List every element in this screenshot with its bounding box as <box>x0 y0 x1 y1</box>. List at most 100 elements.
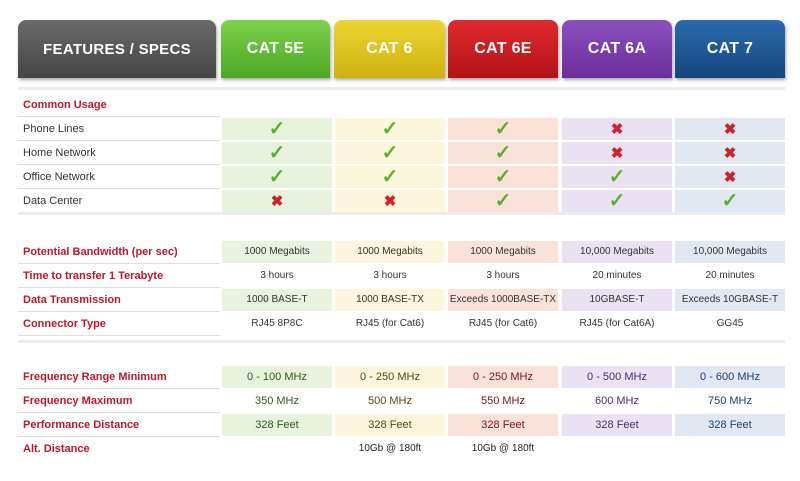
usage-cell-cat6e: ✓ <box>448 118 558 140</box>
check-icon: ✓ <box>381 118 399 140</box>
usage-cell-cat7: ✖ <box>675 166 785 188</box>
row-label: Home Network <box>23 147 96 159</box>
usage-cell-cat6: ✖ <box>335 190 445 212</box>
usage-cell-cat6a: ✖ <box>562 142 672 164</box>
cross-icon: ✖ <box>383 192 397 210</box>
spec-cell-cat6a: 10GBASE-T <box>562 289 672 311</box>
usage-cell-cat6e: ✓ <box>448 190 558 212</box>
header-cat6e: CAT 6E <box>448 20 558 78</box>
spec-cell-cat6e: RJ45 (for Cat6) <box>468 318 538 329</box>
spec-cell-cat6: 1000 BASE-TX <box>335 289 445 311</box>
spec-cell-cat5e: 3 hours <box>260 270 294 281</box>
spec-cell-cat6e: 1000 Megabits <box>448 241 558 263</box>
freq-cell-cat6a: 600 MHz <box>594 395 640 407</box>
header-cat6: CAT 6 <box>334 20 445 78</box>
section-divider <box>18 87 785 90</box>
row-divider <box>18 436 220 437</box>
cross-icon: ✖ <box>610 144 624 162</box>
usage-cell-cat6a: ✓ <box>562 190 672 212</box>
freq-label: Frequency Range Minimum <box>23 371 167 383</box>
check-icon: ✓ <box>608 190 626 212</box>
freq-label: Performance Distance <box>23 419 140 431</box>
usage-cell-cat5e: ✖ <box>222 190 332 212</box>
spec-label: Potential Bandwidth (per sec) <box>23 246 178 258</box>
spec-cell-cat6: 1000 Megabits <box>335 241 445 263</box>
row-label: Phone Lines <box>23 123 85 135</box>
freq-label: Frequency Maximum <box>23 395 133 407</box>
check-icon: ✓ <box>494 166 512 188</box>
usage-cell-cat6e: ✓ <box>448 166 558 188</box>
freq-cell-cat6: 500 MHz <box>367 395 413 407</box>
cross-icon: ✖ <box>723 144 737 162</box>
row-divider <box>18 263 220 264</box>
freq-cell-cat6a: 328 Feet <box>562 414 672 436</box>
spec-cell-cat5e: 1000 BASE-T <box>222 289 332 311</box>
header-cat7: CAT 7 <box>675 20 785 78</box>
usage-cell-cat6a: ✖ <box>562 118 672 140</box>
header-cat5e: CAT 5E <box>221 20 330 78</box>
usage-cell-cat6a: ✓ <box>562 166 672 188</box>
cross-icon: ✖ <box>723 120 737 138</box>
cross-icon: ✖ <box>270 192 284 210</box>
freq-cell-cat5e: 328 Feet <box>222 414 332 436</box>
row-divider <box>18 388 220 389</box>
freq-cell-cat5e: 350 MHz <box>254 395 300 407</box>
spec-label: Time to transfer 1 Terabyte <box>23 270 164 282</box>
spec-cell-cat6a: RJ45 (for Cat6A) <box>579 318 655 329</box>
spec-cell-cat6: RJ45 (for Cat6) <box>355 318 425 329</box>
spec-cell-cat5e: RJ45 8P8C <box>251 318 303 329</box>
row-divider <box>18 335 220 336</box>
spec-label: Connector Type <box>23 318 106 330</box>
spec-cell-cat6a: 10,000 Megabits <box>562 241 672 263</box>
freq-cell-cat6: 10Gb @ 180ft <box>358 443 422 454</box>
check-icon: ✓ <box>494 190 512 212</box>
freq-cell-cat6e: 550 MHz <box>480 395 526 407</box>
row-divider <box>18 164 220 165</box>
cross-icon: ✖ <box>610 120 624 138</box>
freq-cell-cat6e: 10Gb @ 180ft <box>471 443 535 454</box>
freq-cell-cat6e: 328 Feet <box>448 414 558 436</box>
freq-cell-cat7: 750 MHz <box>707 395 753 407</box>
usage-cell-cat5e: ✓ <box>222 142 332 164</box>
freq-cell-cat6: 328 Feet <box>335 414 445 436</box>
freq-label: Alt. Distance <box>23 443 90 455</box>
row-divider <box>18 140 220 141</box>
check-icon: ✓ <box>268 166 286 188</box>
check-icon: ✓ <box>381 142 399 164</box>
spec-cell-cat6e: Exceeds 1000BASE-TX <box>448 289 558 311</box>
row-divider <box>18 311 220 312</box>
row-label: Data Center <box>23 195 83 207</box>
check-icon: ✓ <box>608 166 626 188</box>
usage-cell-cat6: ✓ <box>335 142 445 164</box>
freq-cell-cat6: 0 - 250 MHz <box>335 366 445 388</box>
usage-cell-cat5e: ✓ <box>222 166 332 188</box>
spec-cell-cat7: 10,000 Megabits <box>675 241 785 263</box>
section-divider <box>18 212 785 215</box>
spec-cell-cat6e: 3 hours <box>486 270 520 281</box>
spec-cell-cat7: Exceeds 10GBASE-T <box>675 289 785 311</box>
usage-cell-cat6: ✓ <box>335 118 445 140</box>
check-icon: ✓ <box>268 118 286 140</box>
row-divider <box>18 287 220 288</box>
header-features-specs: FEATURES / SPECS <box>18 20 216 78</box>
cross-icon: ✖ <box>723 168 737 186</box>
check-icon: ✓ <box>268 142 286 164</box>
check-icon: ✓ <box>494 118 512 140</box>
check-icon: ✓ <box>494 142 512 164</box>
usage-cell-cat5e: ✓ <box>222 118 332 140</box>
usage-cell-cat6: ✓ <box>335 166 445 188</box>
usage-cell-cat7: ✓ <box>675 190 785 212</box>
spec-label: Data Transmission <box>23 294 121 306</box>
section-divider <box>18 340 785 343</box>
spec-cell-cat7: GG45 <box>716 318 744 329</box>
freq-cell-cat7: 328 Feet <box>675 414 785 436</box>
freq-cell-cat6e: 0 - 250 MHz <box>448 366 558 388</box>
common-usage-title: Common Usage <box>23 99 107 111</box>
row-divider <box>18 116 220 117</box>
check-icon: ✓ <box>721 190 739 212</box>
spec-cell-cat5e: 1000 Megabits <box>222 241 332 263</box>
spec-cell-cat7: 20 minutes <box>705 270 755 281</box>
spec-cell-cat6a: 20 minutes <box>592 270 642 281</box>
row-divider <box>18 188 220 189</box>
usage-cell-cat7: ✖ <box>675 142 785 164</box>
